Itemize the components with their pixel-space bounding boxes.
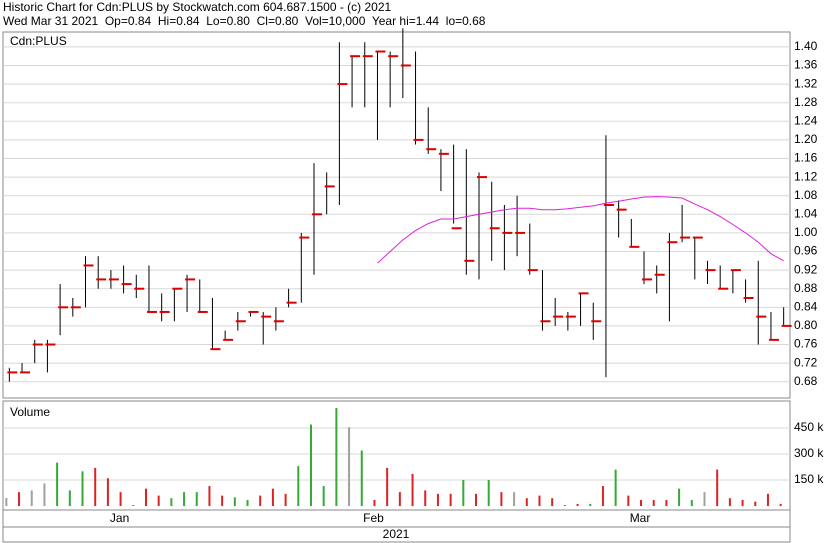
volume-bar <box>627 495 630 506</box>
volume-bar <box>144 488 147 506</box>
volume-bar <box>741 499 744 506</box>
volume-bar <box>690 499 693 506</box>
volume-bar <box>322 486 325 506</box>
volume-bar <box>43 483 46 506</box>
volume-bar <box>81 471 84 506</box>
y-tick-label: 1.32 <box>794 76 818 90</box>
x-tick-label: Feb <box>363 511 384 525</box>
volume-bar <box>259 495 262 506</box>
y-tick-label: 1.24 <box>794 113 818 127</box>
volume-bar <box>500 492 503 506</box>
y-tick-label: 150 k <box>794 472 824 486</box>
volume-bar <box>348 427 351 506</box>
y-tick-label: 1.12 <box>794 169 818 183</box>
y-tick-label: 0.72 <box>794 355 818 369</box>
volume-bar <box>766 493 769 506</box>
volume-bar <box>221 495 224 506</box>
year-label: 2021 <box>383 527 410 541</box>
y-tick-label: 0.68 <box>794 374 818 388</box>
x-tick-label: Jan <box>110 511 129 525</box>
volume-bar <box>360 450 363 506</box>
y-tick-label: 0.76 <box>794 337 818 351</box>
price-panel <box>2 31 791 399</box>
volume-bar <box>246 499 249 506</box>
year-row <box>2 526 791 543</box>
y-tick-label: 1.04 <box>794 206 818 220</box>
y-tick-label: 1.08 <box>794 188 818 202</box>
y-tick-label: 0.96 <box>794 244 818 258</box>
volume-bar <box>5 498 8 506</box>
volume-bar <box>716 469 719 506</box>
volume-bar <box>678 488 681 506</box>
symbol-label: Cdn:PLUS <box>10 34 67 48</box>
volume-bar <box>284 493 287 506</box>
volume-bar <box>106 478 109 506</box>
volume-bar <box>475 493 478 506</box>
y-tick-label: 1.00 <box>794 225 818 239</box>
y-tick-label: 1.16 <box>794 151 818 165</box>
y-tick-label: 1.36 <box>794 58 818 72</box>
x-tick-label: Mar <box>630 511 651 525</box>
volume-bar <box>119 492 122 506</box>
volume-label: Volume <box>10 405 50 419</box>
volume-bar <box>56 462 59 506</box>
y-tick-label: 0.80 <box>794 318 818 332</box>
y-tick-label: 0.84 <box>794 299 818 313</box>
volume-bar <box>386 467 389 506</box>
volume-bar <box>18 492 21 506</box>
y-tick-label: 1.20 <box>794 132 818 146</box>
volume-bar <box>640 499 643 506</box>
volume-bar <box>563 505 566 506</box>
volume-bar <box>94 467 97 506</box>
volume-bar <box>487 480 490 506</box>
volume-bar <box>335 408 338 506</box>
volume-bar <box>551 498 554 506</box>
volume-bar <box>665 499 668 506</box>
volume-bar <box>779 503 782 506</box>
volume-bar <box>703 492 706 506</box>
volume-bar <box>411 473 414 506</box>
y-tick-label: 450 k <box>794 420 824 434</box>
volume-bar <box>728 498 731 506</box>
volume-bar <box>652 499 655 506</box>
volume-bar <box>30 490 33 506</box>
volume-bar <box>68 490 71 506</box>
volume-bar <box>754 501 757 506</box>
volume-bar <box>589 503 592 506</box>
volume-bar <box>601 486 604 506</box>
y-tick-label: 0.88 <box>794 281 818 295</box>
volume-bar <box>208 486 211 506</box>
volume-bar <box>576 503 579 506</box>
volume-bar <box>424 490 427 506</box>
volume-bar <box>449 493 452 506</box>
moving-average <box>377 196 784 264</box>
y-tick-label: 300 k <box>794 446 824 460</box>
chart-title: Historic Chart for Cdn:PLUS by Stockwatc… <box>3 0 392 14</box>
volume-bar <box>538 495 541 506</box>
volume-bar <box>183 492 186 506</box>
volume-bar <box>614 469 617 506</box>
y-tick-label: 0.92 <box>794 262 818 276</box>
volume-bar <box>195 492 198 506</box>
volume-bar <box>170 498 173 506</box>
volume-bar <box>157 495 160 506</box>
volume-bar <box>297 466 300 506</box>
volume-bar <box>513 492 516 506</box>
volume-bar <box>271 488 274 506</box>
y-tick-label: 1.40 <box>794 39 818 53</box>
volume-bar <box>309 424 312 506</box>
volume-bar <box>525 498 528 506</box>
quote-info: Wed Mar 31 2021 Op=0.84 Hi=0.84 Lo=0.80 … <box>3 14 486 28</box>
volume-bar <box>233 497 236 506</box>
volume-bar <box>398 492 401 506</box>
volume-bar <box>132 505 135 506</box>
y-tick-label: 1.28 <box>794 95 818 109</box>
volume-bar <box>373 499 376 506</box>
volume-bar <box>436 493 439 506</box>
volume-bar <box>462 480 465 506</box>
